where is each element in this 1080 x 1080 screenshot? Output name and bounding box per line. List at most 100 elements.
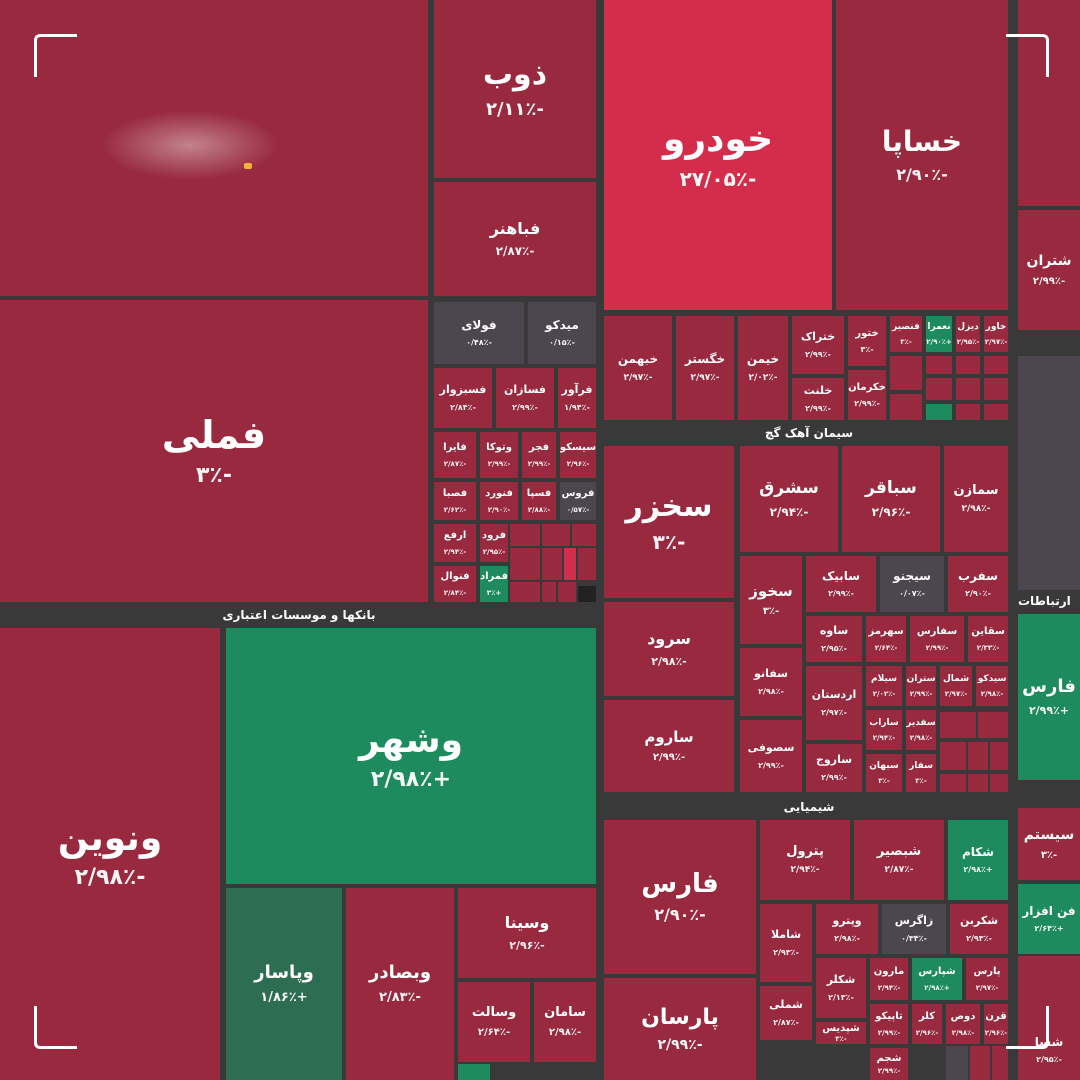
stock-tile-folai[interactable]: فولای -۰/۴۸٪ <box>434 302 524 364</box>
stock-tile-shekam[interactable]: شکام +۲/۹۸٪ <box>948 820 1008 900</box>
stock-tile-fnasir[interactable]: فنصیر -۳٪ <box>890 316 922 352</box>
stock-tile-fameli[interactable]: فملی -۳٪ <box>0 300 428 602</box>
stock-tile-fsazan[interactable]: فسازان -۲/۹۹٪ <box>496 368 554 428</box>
stock-tile-shomal[interactable]: شمال -۲/۹۷٪ <box>940 666 972 706</box>
stock-tile-fanafzar[interactable]: فن افزار +۲/۶۴٪ <box>1018 884 1080 954</box>
stock-tile-saveh[interactable]: ساوه -۲/۹۵٪ <box>806 616 862 662</box>
stock-tile-sabik[interactable]: سابیک -۲/۹۹٪ <box>806 556 876 612</box>
stock-tile-fajr[interactable]: فجر -۲/۹۹٪ <box>522 432 556 478</box>
stock-tile-ardestan[interactable]: اردستان -۲/۹۷٪ <box>806 666 862 740</box>
stock-tile-dizel[interactable]: دیزل -۲/۹۵٪ <box>956 316 980 352</box>
stock-tile-faira[interactable]: فایرا -۲/۸۷٪ <box>434 432 476 478</box>
stock-tile-fespa[interactable]: فسپا -۲/۸۸٪ <box>522 482 556 520</box>
stock-tile-zagros[interactable]: زاگرس -۰/۳۴٪ <box>882 904 946 954</box>
stock-tile-khiman[interactable]: خیمن -۲/۰۲٪ <box>738 316 788 420</box>
stock-tile-arfa[interactable]: ارفع -۲/۹۴٪ <box>434 524 476 562</box>
ticker-change: +۲/۹۸٪ <box>924 983 950 992</box>
ticker-name: شپارس <box>918 966 956 978</box>
stock-tile-fanval[interactable]: فنوال -۲/۸۴٪ <box>434 566 476 602</box>
stock-tile-sbagher[interactable]: سباقر -۲/۹۶٪ <box>842 446 940 552</box>
stock-tile-sfadir[interactable]: سفدیر -۲/۹۸٪ <box>906 710 936 750</box>
stock-tile-dous[interactable]: دوص -۲/۹۸٪ <box>946 1004 980 1044</box>
stock-tile-sfars[interactable]: سفارس -۲/۹۹٪ <box>910 616 964 662</box>
stock-tile-fsabzevar[interactable]: فسبزوار -۲/۸۴٪ <box>434 368 492 428</box>
stock-tile-fars-telecom[interactable]: فارس +۲/۹۹٪ <box>1018 614 1080 780</box>
stock-tile-shekarbon[interactable]: شکربن -۲/۹۳٪ <box>950 904 1008 954</box>
stock-tile-shekolor[interactable]: شکلر -۲/۱۳٪ <box>816 958 866 1018</box>
stock-tile-fars[interactable]: فارس -۲/۹۰٪ <box>604 820 756 974</box>
stock-tile-vnovin[interactable]: ونوین -۲/۹۸٪ <box>0 628 220 1080</box>
stock-tile-maroun[interactable]: مارون -۲/۹۴٪ <box>870 958 908 1000</box>
stock-tile-ssharq[interactable]: سشرق -۲/۹۴٪ <box>740 446 838 552</box>
stock-tile-smazen[interactable]: سمازن -۲/۹۸٪ <box>944 446 1008 552</box>
filler-tile <box>940 712 976 738</box>
stock-tile-ssoufi[interactable]: سصوفی -۲/۹۹٪ <box>740 720 802 792</box>
stock-tile-silam[interactable]: سیلام -۲/۰۲٪ <box>866 666 902 706</box>
stock-tile-vsalat[interactable]: وسالت -۲/۶۴٪ <box>458 982 530 1062</box>
stock-tile-foroos[interactable]: فروس -۰/۵۷٪ <box>560 482 596 520</box>
stock-tile-parsan[interactable]: پارسان -۲/۹۹٪ <box>604 978 756 1080</box>
ticker-change: +۳٪ <box>486 588 502 597</box>
ticker-change: -۲/۹۹٪ <box>487 459 511 468</box>
stock-tile-forud[interactable]: فرود -۲/۹۵٪ <box>480 524 508 562</box>
stock-tile-khavar[interactable]: خاور -۲/۹۷٪ <box>984 316 1008 352</box>
stock-tile-khlent[interactable]: خلنت -۲/۹۹٪ <box>792 378 844 420</box>
stock-tile-skhazar[interactable]: سخزر -۳٪ <box>604 446 734 598</box>
stock-tile-vsina[interactable]: وسینا -۲/۹۶٪ <box>458 888 596 978</box>
stock-tile-saman[interactable]: سامان -۲/۹۸٪ <box>534 982 596 1062</box>
stock-tile-fesba[interactable]: فصبا -۲/۶۲٪ <box>434 482 476 520</box>
stock-tile-naamra[interactable]: نعمرا +۲/۹۰٪ <box>926 316 952 352</box>
stock-tile-vbsader[interactable]: وبصادر -۲/۸۳٪ <box>346 888 454 1080</box>
stock-tile-tapiko[interactable]: تاپیکو -۲/۹۹٪ <box>870 1004 908 1044</box>
stock-tile-vpetro[interactable]: وپترو -۲/۹۸٪ <box>816 904 878 954</box>
stock-tile-khtrak[interactable]: ختراک -۲/۹۹٪ <box>792 316 844 374</box>
ticker-name: سامان <box>544 1005 586 1021</box>
stock-tile-famrad[interactable]: فمراد +۳٪ <box>480 566 508 602</box>
stock-tile-vtoka[interactable]: وتوکا -۲/۹۹٪ <box>480 432 518 478</box>
stock-tile-shejam[interactable]: شجم -۲/۹۹٪ <box>870 1048 908 1080</box>
ticker-change: -۳٪ <box>835 1034 847 1043</box>
stock-tile-shesa[interactable]: شسا -۲/۹۵٪ <box>1018 1020 1080 1080</box>
stock-tile-khgostar[interactable]: خگستر -۲/۹۷٪ <box>676 316 734 420</box>
stock-tile-sarab[interactable]: ساراب -۲/۹۴٪ <box>866 710 902 750</box>
stock-tile-sijno[interactable]: سیجنو -۰/۰۷٪ <box>880 556 944 612</box>
stock-tile-shepdis[interactable]: شپدیس -۳٪ <box>816 1022 866 1044</box>
stock-tile-khsapa[interactable]: خساپا -۲/۹۰٪ <box>836 0 1008 310</box>
stock-tile-vpasar[interactable]: وپاسار +۱/۸۶٪ <box>226 888 342 1080</box>
stock-tile-midko[interactable]: میدکو -۰/۱۵٪ <box>528 302 596 364</box>
stock-tile-sfano[interactable]: سفانو -۲/۹۸٪ <box>740 648 802 716</box>
stock-tile-skhouz[interactable]: سخوز -۳٪ <box>740 556 802 644</box>
stock-tile-khkerman[interactable]: خکرمان -۲/۹۹٪ <box>848 370 886 420</box>
stock-tile-sghayen[interactable]: سقاین -۲/۳۳٪ <box>968 616 1008 662</box>
stock-tile-shtaran[interactable]: شتران -۲/۹۹٪ <box>1018 210 1080 330</box>
stock-tile-shemeli[interactable]: شملی -۲/۸۷٪ <box>760 986 812 1040</box>
ticker-change: -۲/۹۰٪ <box>654 905 706 925</box>
stock-tile-petrol[interactable]: پترول -۲/۹۴٪ <box>760 820 850 900</box>
stock-tile-sfar[interactable]: سفار -۳٪ <box>906 754 936 792</box>
stock-tile-system[interactable]: سیستم -۳٪ <box>1018 808 1080 880</box>
stock-tile-shepars[interactable]: شپارس +۲/۹۸٪ <box>912 958 962 1000</box>
stock-tile-fbahonar[interactable]: فباهنر -۲/۸۷٪ <box>434 182 596 296</box>
stock-tile-khodro[interactable]: خودرو -۲۷/۰۵٪ <box>604 0 832 310</box>
stock-tile-kalor[interactable]: کلر -۲/۹۶٪ <box>912 1004 942 1044</box>
stock-tile-fnavard[interactable]: فنورد -۲/۹۰٪ <box>480 482 518 520</box>
stock-tile-shormoz[interactable]: سهرمز -۲/۶۴٪ <box>866 616 906 662</box>
stock-tile-sfarb[interactable]: سفرب -۲/۹۰٪ <box>948 556 1008 612</box>
stock-tile-zob[interactable]: ذوب -۲/۱۱٪ <box>434 0 596 178</box>
stock-tile-siskco[interactable]: سیسکو -۲/۹۶٪ <box>560 432 596 478</box>
stock-tile-sidko[interactable]: سیدکو -۲/۹۸٪ <box>976 666 1008 706</box>
stock-tile-shamla[interactable]: شاملا -۲/۹۳٪ <box>760 904 812 982</box>
stock-tile-sorood[interactable]: سرود -۲/۹۸٪ <box>604 602 734 696</box>
stock-tile-saruj[interactable]: ساروج -۲/۹۹٪ <box>806 744 862 792</box>
stock-tile-pars[interactable]: پارس -۲/۹۷٪ <box>966 958 1008 1000</box>
stock-tile-setran[interactable]: ستران -۲/۹۹٪ <box>906 666 936 706</box>
stock-tile-khtoor[interactable]: ختور -۳٪ <box>848 316 886 366</box>
ticker-change: -۲/۹۴٪ <box>790 865 820 876</box>
stock-tile-khbahman[interactable]: خبهمن -۲/۹۷٪ <box>604 316 672 420</box>
stock-tile-vshahr[interactable]: وشهر +۲/۹۸٪ <box>226 628 596 884</box>
stock-tile-faravar[interactable]: فرآور -۱/۹۴٪ <box>558 368 596 428</box>
stock-tile-gharn[interactable]: قرن -۲/۹۶٪ <box>984 1004 1008 1044</box>
stock-tile-sbahan[interactable]: سبهان -۳٪ <box>866 754 902 792</box>
stock-tile-shbasir[interactable]: شبصیر -۲/۸۷٪ <box>854 820 944 900</box>
stock-tile-saroom[interactable]: ساروم -۲/۹۹٪ <box>604 700 734 792</box>
